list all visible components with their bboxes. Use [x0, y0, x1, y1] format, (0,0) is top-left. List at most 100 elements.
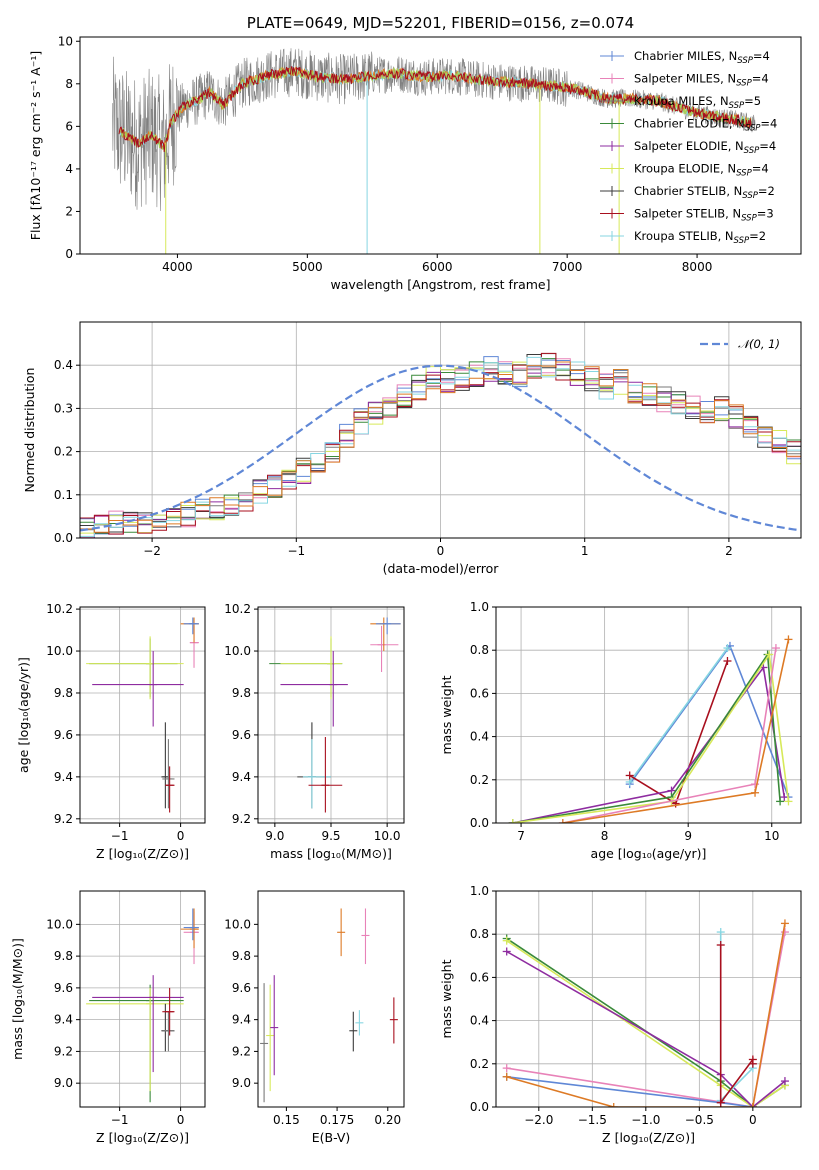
legend-text: Chabrier STELIB, N — [634, 184, 742, 198]
x-tick-label: 10.0 — [374, 829, 401, 843]
y-tick-label: 0.0 — [470, 816, 489, 830]
axes-frame — [79, 321, 802, 539]
plot-area — [86, 617, 199, 813]
axes-frame — [79, 890, 206, 1108]
panel-3: −1 0 9.2 9.4 9.6 9.8 10.0 10.2 Z [log₁₀(Z/Z⊙)] ag… — [16, 602, 206, 861]
legend-subscript: SSP — [742, 191, 758, 201]
x-tick-label: 2 — [725, 544, 733, 558]
legend-text: Salpeter STELIB, N — [634, 207, 741, 221]
axes-frame — [495, 606, 802, 824]
y-tick-label: 10.2 — [224, 602, 251, 616]
histogram-series — [80, 361, 801, 533]
x-tick-label: 7000 — [552, 260, 583, 274]
legend-text: Chabrier MILES, N — [634, 49, 737, 63]
x-tick-label: −1 — [287, 544, 305, 558]
y-tick-label: 0.2 — [54, 445, 73, 459]
y-axis-label: mass weight — [439, 959, 454, 1038]
y-tick-label: 0.4 — [470, 730, 489, 744]
x-tick-label: −2 — [143, 544, 161, 558]
legend-entry: Salpeter MILES, NSSP=4 — [634, 72, 769, 89]
legend-entry: Salpeter ELODIE, NSSP=4 — [634, 139, 776, 156]
y-tick-label: 9.8 — [232, 686, 251, 700]
y-tick-label: 10.0 — [46, 644, 73, 658]
x-tick-label: 0 — [177, 829, 185, 843]
y-tick-label: 9.8 — [54, 949, 73, 963]
y-tick-label: 9.2 — [54, 1044, 73, 1058]
y-axis-label: mass [log₁₀(M/M⊙)] — [10, 938, 25, 1060]
plot-area — [80, 352, 801, 538]
x-tick-label: 7 — [517, 829, 525, 843]
y-tick-label: 1.0 — [470, 600, 489, 614]
y-tick-label: 0.0 — [470, 1100, 489, 1114]
legend-value: =4 — [759, 139, 776, 153]
y-tick-label: 10.0 — [46, 917, 73, 931]
y-tick-label: 10.0 — [224, 644, 251, 658]
panel-7: 0.15 0.175 0.20 9.0 9.2 9.4 9.6 9.8 10.0 E(B-V) — [224, 890, 405, 1145]
axes-frame — [79, 606, 206, 824]
legend-value: =4 — [760, 117, 777, 131]
x-tick-label: 0 — [177, 1113, 185, 1127]
x-tick-label: 10 — [764, 829, 779, 843]
legend-entry: Kroupa MILES, NSSP=5 — [634, 94, 761, 111]
legend-subscript: SSP — [736, 79, 752, 89]
x-axis-label: (data-model)/error — [383, 561, 500, 576]
legend-subscript: SSP — [741, 214, 757, 224]
x-axis-label: E(B-V) — [312, 1130, 351, 1145]
panel-8: −2.0 −1.5 −1.0 −0.5 0 0.0 0.2 0.4 0.6 0.8 1.0 Z [lo… — [439, 884, 802, 1145]
x-tick-label: −1 — [111, 1113, 129, 1127]
series-line — [506, 923, 786, 1107]
y-tick-label: 0.3 — [54, 401, 73, 415]
y-tick-label: 2 — [65, 204, 73, 218]
legend-value: =4 — [753, 49, 770, 63]
legend-entry: 𝒩(0, 1) — [738, 337, 780, 351]
axes-frame — [257, 606, 405, 824]
histogram-series — [80, 352, 801, 535]
x-tick-label: 8 — [601, 829, 609, 843]
series-line — [629, 647, 729, 783]
y-axis-label: Normed distribution — [22, 368, 37, 493]
plot-area — [508, 635, 793, 823]
y-tick-label: 0.2 — [470, 1057, 489, 1071]
y-tick-label: 10.2 — [46, 602, 73, 616]
y-tick-label: 10 — [58, 34, 73, 48]
x-axis-label: Z [log₁₀(Z/Z⊙)] — [602, 1130, 695, 1145]
legend-subscript: SSP — [734, 236, 750, 246]
y-tick-label: 0 — [65, 247, 73, 261]
y-tick-label: 0.0 — [54, 531, 73, 545]
legend-value: =4 — [752, 72, 769, 86]
series-line — [719, 932, 754, 1103]
legend-subscript: SSP — [744, 146, 760, 156]
legend-text: Salpeter MILES, N — [634, 72, 736, 86]
x-tick-label: 0 — [749, 1113, 757, 1127]
y-tick-label: 9.4 — [232, 1013, 251, 1027]
y-tick-label: 0.1 — [54, 488, 73, 502]
model-spectrum — [118, 66, 752, 153]
legend-entry: Salpeter STELIB, NSSP=3 — [634, 207, 774, 224]
y-tick-label: 9.6 — [232, 728, 251, 742]
y-tick-label: 9.0 — [232, 1076, 251, 1090]
x-axis-label: age [log₁₀(age/yr)] — [591, 846, 707, 861]
legend-entry: Chabrier STELIB, NSSP=2 — [634, 184, 775, 201]
legend-value: =5 — [744, 94, 761, 108]
y-axis-label: age [log₁₀(age/yr)] — [16, 657, 31, 773]
x-tick-label: 1 — [581, 544, 589, 558]
x-tick-label: 8000 — [682, 260, 713, 274]
chart-title: PLATE=0649, MJD=52201, FIBERID=0156, z=0… — [247, 14, 634, 32]
y-tick-label: 0.4 — [54, 358, 73, 372]
x-axis-label: wavelength [Angstrom, rest frame] — [330, 277, 550, 292]
y-tick-label: 9.8 — [54, 686, 73, 700]
y-tick-label: 0.4 — [470, 1014, 489, 1028]
y-tick-label: 9.6 — [54, 981, 73, 995]
y-tick-label: 9.4 — [54, 1013, 73, 1027]
x-tick-label: −0.5 — [685, 1113, 714, 1127]
y-tick-label: 0.8 — [470, 643, 489, 657]
x-tick-label: 6000 — [422, 260, 453, 274]
plot-area — [502, 919, 789, 1107]
x-tick-label: 9.5 — [321, 829, 340, 843]
legend-value: =4 — [752, 162, 769, 176]
y-tick-label: 9.4 — [232, 770, 251, 784]
normal-curve — [80, 364, 801, 532]
legend-subscript: SSP — [745, 124, 761, 134]
x-tick-label: 5000 — [292, 260, 323, 274]
legend-entry: Chabrier MILES, NSSP=4 — [634, 49, 770, 66]
